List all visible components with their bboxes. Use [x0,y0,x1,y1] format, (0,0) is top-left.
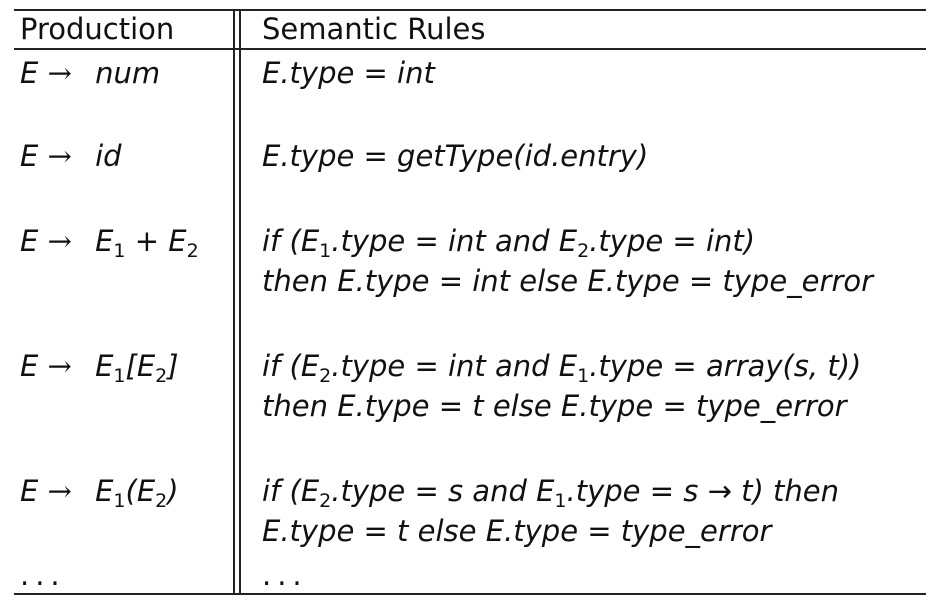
semantic-rule-row-3-line-2: then E.type = int else E.type = type_err… [262,264,874,298]
production-row-3: E → E1 + E2 [20,224,199,262]
arrow-symbol: → [47,349,72,383]
production-rhs: num [95,56,161,90]
production-row-2: E → id [20,139,122,173]
production-lhs: E [20,224,39,258]
production-rhs: id [95,139,122,173]
header-bottom-rule [14,48,926,50]
production-lhs: E [20,349,39,383]
production-row-1: E → num [20,56,160,90]
column-divider-right [239,9,241,595]
table-bottom-rule [14,593,926,595]
production-rhs: E1[E2] [95,349,179,387]
header-semantic-rules: Semantic Rules [262,12,486,46]
production-row-4: E → E1[E2] [20,349,179,387]
table-top-rule [14,9,926,11]
production-lhs: E [20,139,39,173]
production-ellipsis: ... [20,558,66,592]
arrow-symbol: → [47,56,72,90]
arrow-symbol: → [47,474,72,508]
semantic-rule-row-4-line-1: if (E2.type = int and E1.type = array(s,… [262,349,862,387]
column-divider-left [233,9,235,595]
semantic-rule-row-1: E.type = int [262,56,435,90]
arrow-symbol: → [47,224,72,258]
production-lhs: E [20,474,39,508]
semantic-rule-row-5-line-2: E.type = t else E.type = type_error [262,514,772,548]
semantic-rule-row-2: E.type = getType(id.entry) [262,139,649,173]
header-production: Production [20,12,175,46]
production-rhs: E1(E2) [95,474,179,512]
production-rhs: E1 + E2 [95,224,199,262]
semantic-rule-row-4-line-2: then E.type = t else E.type = type_error [262,389,847,423]
semantic-rule-row-5-line-1: if (E2.type = s and E1.type = s → t) the… [262,474,839,512]
production-lhs: E [20,56,39,90]
arrow-symbol: → [47,139,72,173]
semantic-rule-ellipsis: ... [262,558,308,592]
production-row-5: E → E1(E2) [20,474,179,512]
semantic-rule-row-3-line-1: if (E1.type = int and E2.type = int) [262,224,756,262]
